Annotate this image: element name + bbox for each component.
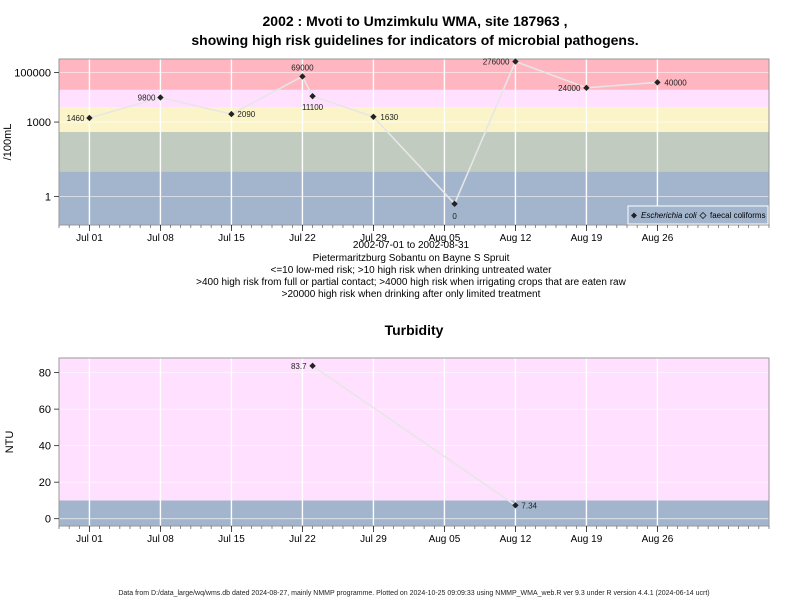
y-tick-label: 20: [39, 477, 51, 489]
legend: Escherichia coli faecal coliforms: [627, 205, 769, 225]
data-label: 7.34: [521, 501, 537, 510]
legend-marker-ecoli: [631, 212, 637, 219]
risk-band: [59, 131, 769, 172]
data-point: [654, 79, 661, 86]
x-tick-label: Aug 19: [571, 233, 603, 244]
x-tick-label: Jul 01: [76, 233, 103, 244]
data-point: [370, 113, 377, 120]
y-tick-label: 0: [45, 514, 51, 526]
risk-band: [59, 89, 769, 108]
y-tick-label: 40: [39, 441, 51, 453]
data-label: 83.7: [291, 362, 307, 371]
x-tick-label: Aug 19: [571, 534, 603, 545]
data-point: [86, 114, 93, 122]
risk-band: [59, 107, 769, 132]
x-tick-label: Jul 29: [360, 534, 387, 545]
data-label: 11100: [302, 103, 324, 112]
y-tick-label: 80: [39, 368, 51, 380]
y-axis-label: NTU: [4, 431, 16, 454]
data-label: 40000: [664, 78, 687, 87]
x-tick-label: Jul 15: [218, 534, 245, 545]
data-label: 2090: [237, 110, 255, 119]
data-label: 0: [452, 212, 457, 221]
x-tick-label: Jul 29: [360, 233, 387, 244]
data-label: 9800: [138, 93, 156, 102]
data-label: 1630: [380, 113, 398, 122]
data-point: [451, 200, 458, 208]
data-point: [512, 58, 519, 65]
data-point: [309, 362, 316, 370]
data-point: [228, 110, 235, 118]
data-point: [157, 94, 164, 101]
series-polyline: [89, 60, 658, 206]
x-tick-label: Aug 26: [642, 233, 674, 244]
data-labels: 1460 9800 2090 69000 11100 1630 0 276000 24000 40…: [67, 58, 688, 221]
y-axis: 0 20 40 60 80: [39, 368, 59, 526]
caption-site: Pietermaritzburg Sobantu on Bayne S Spru…: [313, 253, 510, 264]
gridlines: [59, 358, 769, 526]
microbial-plot: 1460 9800 2090 69000 11100 1630 0 276000 24000 40…: [2, 58, 770, 244]
data-label: 1460: [67, 114, 85, 123]
data-point: [309, 92, 316, 100]
series-polyline: [312, 365, 516, 506]
data-points: [309, 362, 519, 509]
data-point: [583, 84, 590, 92]
turbidity-title: Turbidity: [385, 322, 444, 338]
data-label: 69000: [291, 63, 314, 72]
x-tick-label: Jul 15: [218, 233, 245, 244]
y-tick-label: 1: [45, 191, 51, 203]
risk-band: [59, 59, 769, 90]
footer-note: Data from D:/data_large/wq/wms.db dated …: [118, 590, 709, 597]
x-axis: Jul 01 Jul 08 Jul 15 Jul 22 Jul 29 Aug 05 Aug …: [58, 225, 770, 244]
risk-band: [59, 500, 769, 526]
data-label: 24000: [558, 84, 581, 93]
chart-title-line1: 2002 : Mvoti to Umzimkulu WMA, site 1879…: [263, 13, 568, 29]
risk-band: [59, 358, 769, 501]
x-tick-label: Aug 05: [429, 534, 461, 545]
y-tick-label: 1000: [27, 117, 51, 129]
x-tick-label: Jul 22: [289, 534, 316, 545]
y-tick-label: 60: [39, 404, 51, 416]
data-point: [299, 73, 306, 80]
x-tick-label: Aug 05: [429, 233, 461, 244]
x-tick-label: Jul 22: [289, 233, 316, 244]
x-tick-label: Jul 08: [147, 233, 174, 244]
y-tick-label: 100000: [14, 67, 51, 79]
caption-guideline-3: >20000 high risk when drinking after onl…: [282, 289, 541, 300]
turbidity-bands: [59, 358, 769, 526]
x-tick-label: Jul 08: [147, 534, 174, 545]
x-axis: Jul 01 Jul 08 Jul 15 Jul 22 Jul 29 Aug 05 Aug …: [58, 526, 770, 545]
series-line: [89, 60, 658, 206]
caption-guideline-1: <=10 low-med risk; >10 high risk when dr…: [271, 265, 553, 276]
x-tick-label: Aug 26: [642, 534, 674, 545]
data-points: [86, 58, 661, 208]
legend-label-faecal: faecal coliforms: [710, 211, 766, 220]
data-label: 276000: [483, 58, 510, 67]
legend-box: [627, 205, 769, 225]
x-tick-label: Aug 12: [500, 233, 532, 244]
data-labels: 83.7 7.34: [291, 362, 538, 510]
x-tick-label: Jul 01: [76, 534, 103, 545]
x-tick-label: Aug 12: [500, 534, 532, 545]
y-axis-label: /100mL: [2, 124, 14, 161]
y-axis: 1 1000 100000: [14, 67, 59, 203]
series-line: [312, 365, 516, 506]
chart-title-line2: showing high risk guidelines for indicat…: [191, 32, 638, 48]
gridlines: [59, 59, 769, 225]
risk-bands: [59, 59, 769, 225]
caption-guideline-2: >400 high risk from full or partial cont…: [196, 277, 626, 288]
caption-date-range: 2002-07-01 to 2002-08-31: [353, 240, 470, 251]
data-point: [512, 502, 519, 509]
legend-label-ecoli: Escherichia coli: [641, 211, 697, 220]
legend-marker-faecal: [699, 211, 707, 220]
